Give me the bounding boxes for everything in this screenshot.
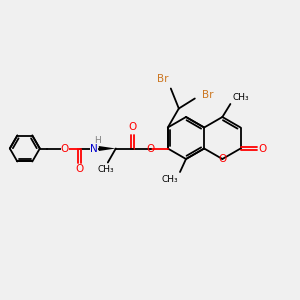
Text: CH₃: CH₃ [98, 165, 114, 174]
Text: O: O [147, 143, 155, 154]
Text: O: O [258, 143, 267, 154]
Text: O: O [129, 122, 137, 133]
Text: Br: Br [157, 74, 169, 85]
Text: CH₃: CH₃ [161, 175, 178, 184]
Text: CH₃: CH₃ [232, 92, 249, 101]
Text: H: H [94, 136, 101, 145]
Text: O: O [61, 143, 69, 154]
Text: O: O [218, 154, 226, 164]
Text: O: O [76, 164, 84, 175]
Text: Br: Br [202, 91, 214, 100]
Text: N: N [90, 143, 98, 154]
Polygon shape [99, 146, 116, 151]
